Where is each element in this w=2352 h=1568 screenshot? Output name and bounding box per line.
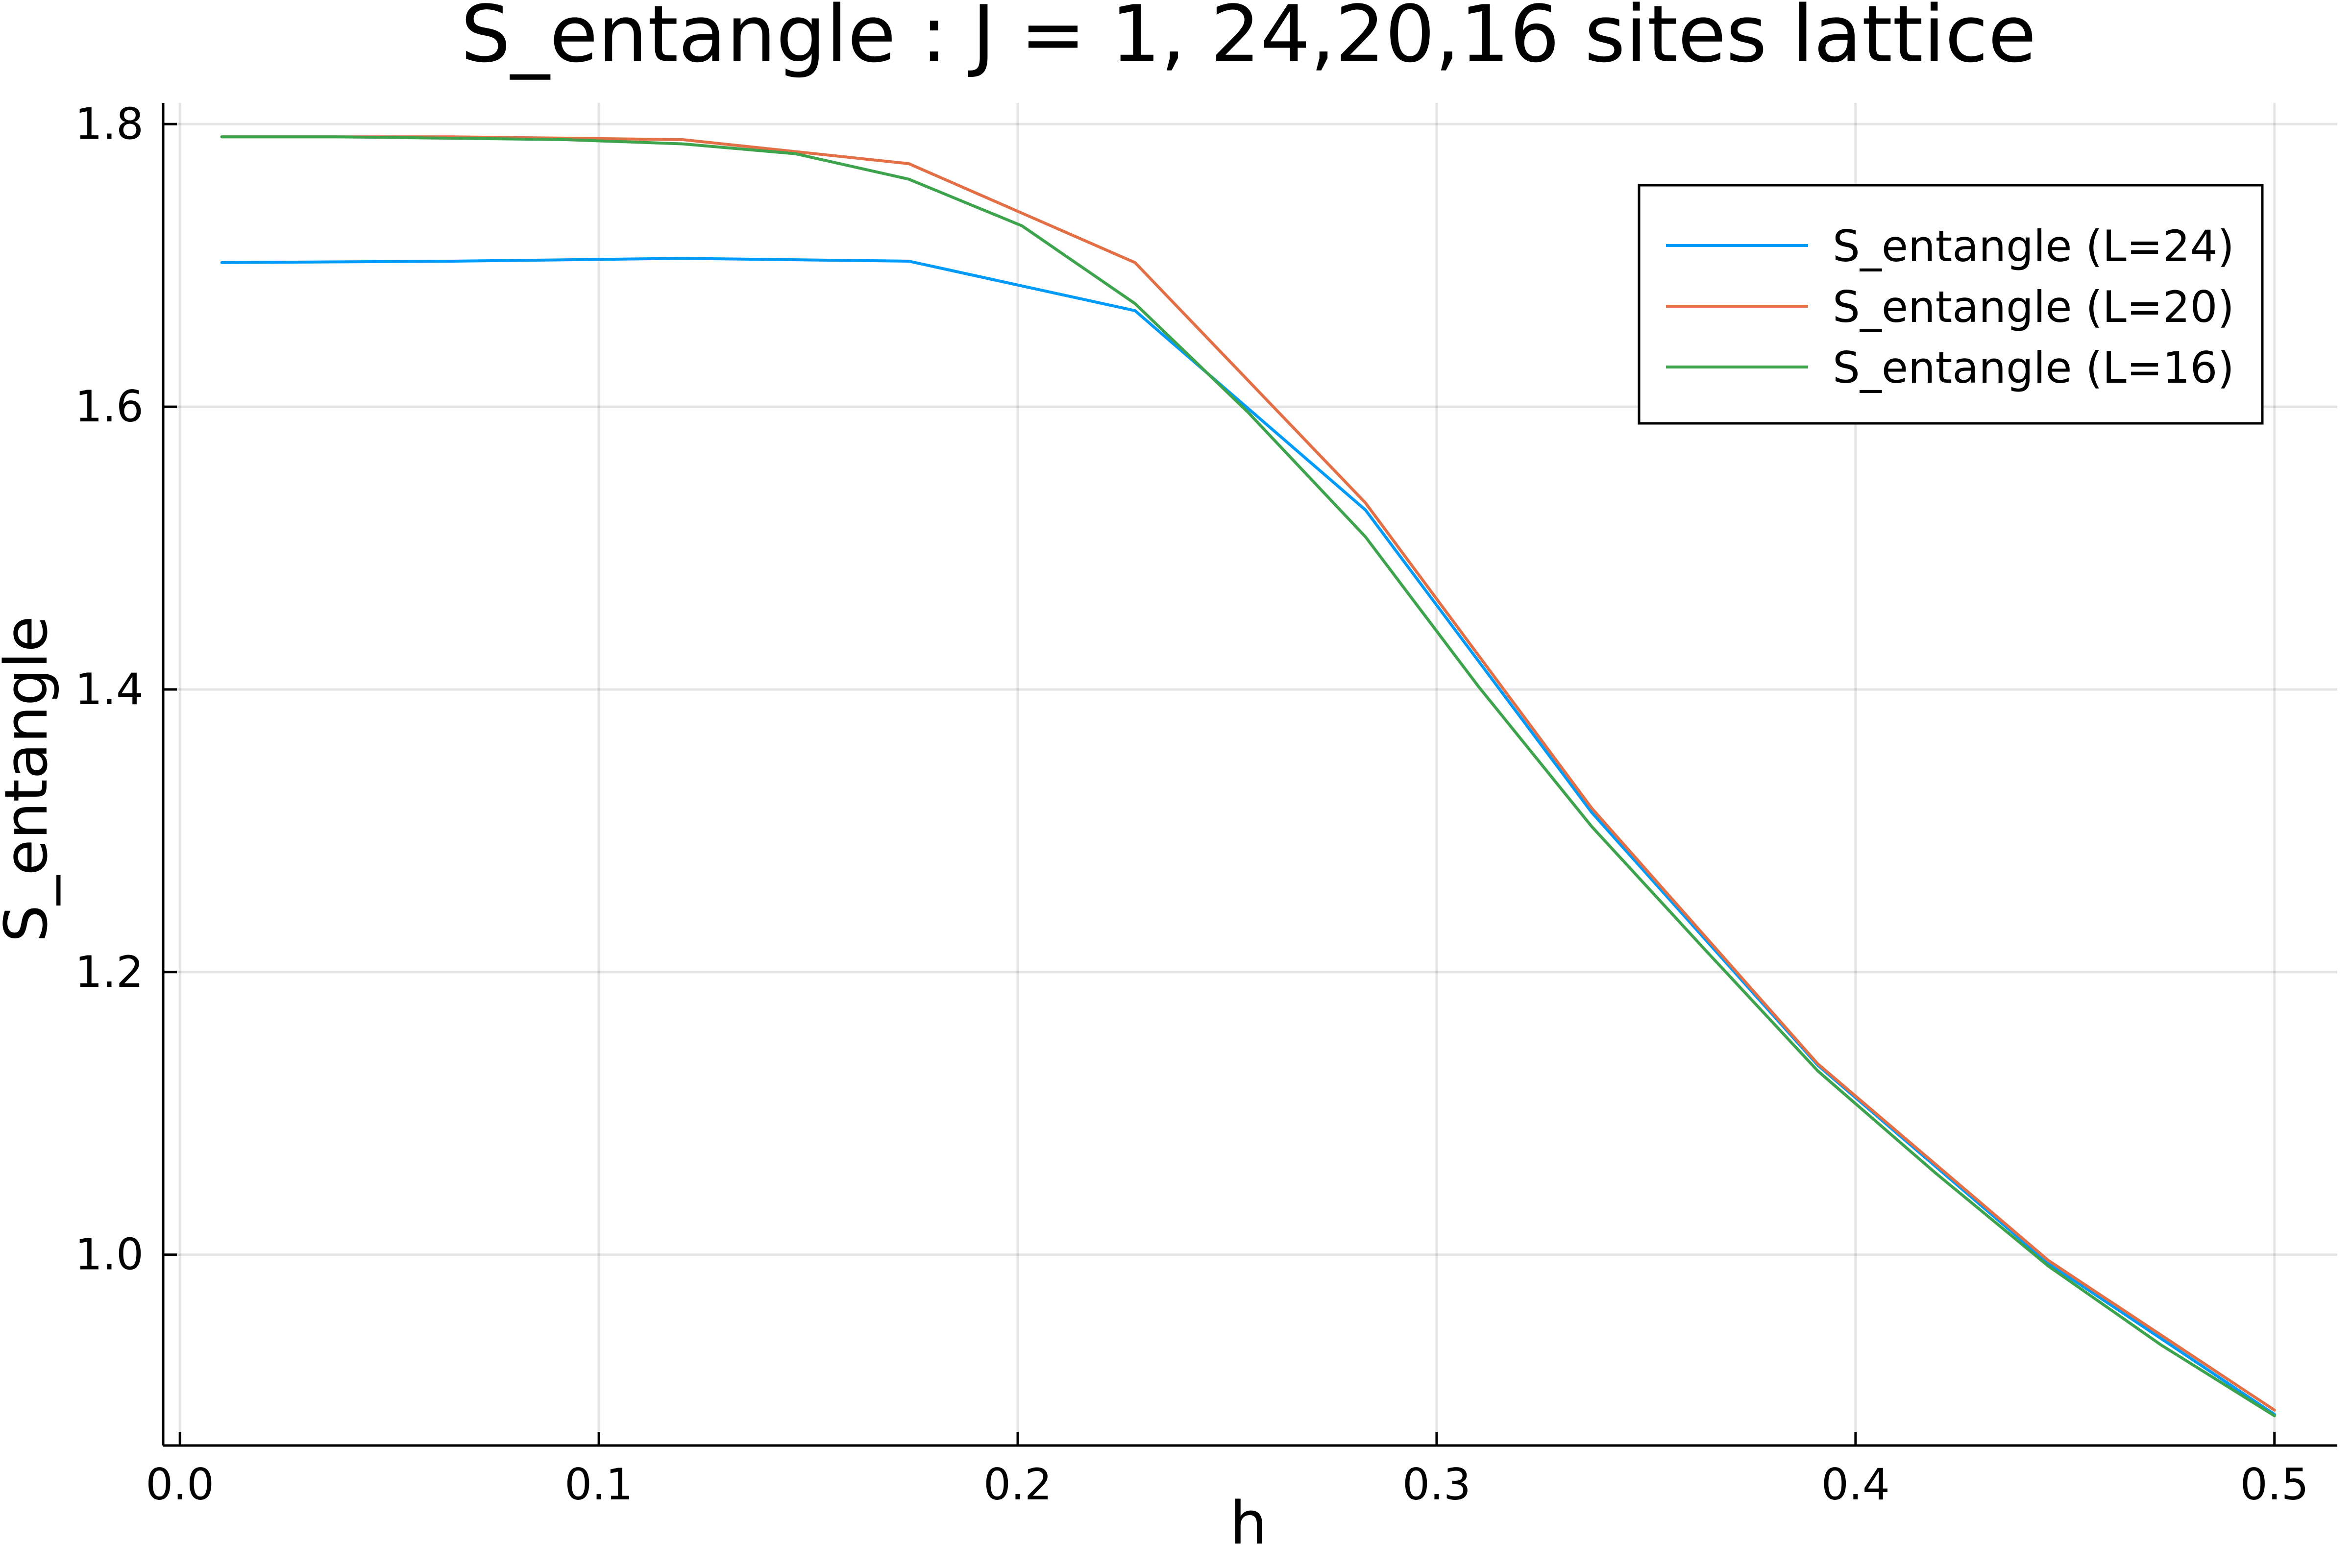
y-tick-label: 1.6: [75, 381, 144, 432]
series-line-3: [220, 135, 2276, 1418]
axes: [162, 103, 2337, 1447]
series-layer: [220, 135, 2276, 1418]
legend-label-2: S_entangle (L=20): [1833, 282, 2234, 332]
legend-label-1: S_entangle (L=24): [1833, 221, 2234, 271]
y-tick-label: 1.2: [75, 947, 144, 997]
x-tick-label: 0.2: [983, 1459, 1052, 1510]
x-axis-label: h: [1230, 1490, 1267, 1558]
chart-title: S_entangle : J = 1, 24,20,16 sites latti…: [461, 0, 2036, 80]
ticks: 0.0 0.1 0.2 0.3 0.4 0.5 1.0 1.2 1.4 1.6 1.8: [75, 98, 2309, 1510]
y-tick-label: 1.4: [75, 664, 144, 714]
legend-label-3: S_entangle (L=16): [1833, 343, 2234, 393]
legend: S_entangle (L=24) S_entangle (L=20) S_enta…: [1638, 184, 2264, 425]
series-line-2: [220, 135, 2276, 1412]
y-axis-label: S_entangle: [0, 616, 61, 942]
x-tick-label: 0.4: [1821, 1459, 1890, 1510]
x-tick-label: 0.1: [564, 1459, 633, 1510]
y-tick-label: 1.0: [75, 1229, 144, 1280]
legend-box: [1638, 184, 2264, 425]
series-line-1: [220, 257, 2276, 1416]
x-tick-label: 0.3: [1402, 1459, 1471, 1510]
y-tick-label: 1.8: [75, 98, 144, 149]
x-tick-label: 0.0: [146, 1459, 214, 1510]
x-tick-label: 0.5: [2240, 1459, 2309, 1510]
